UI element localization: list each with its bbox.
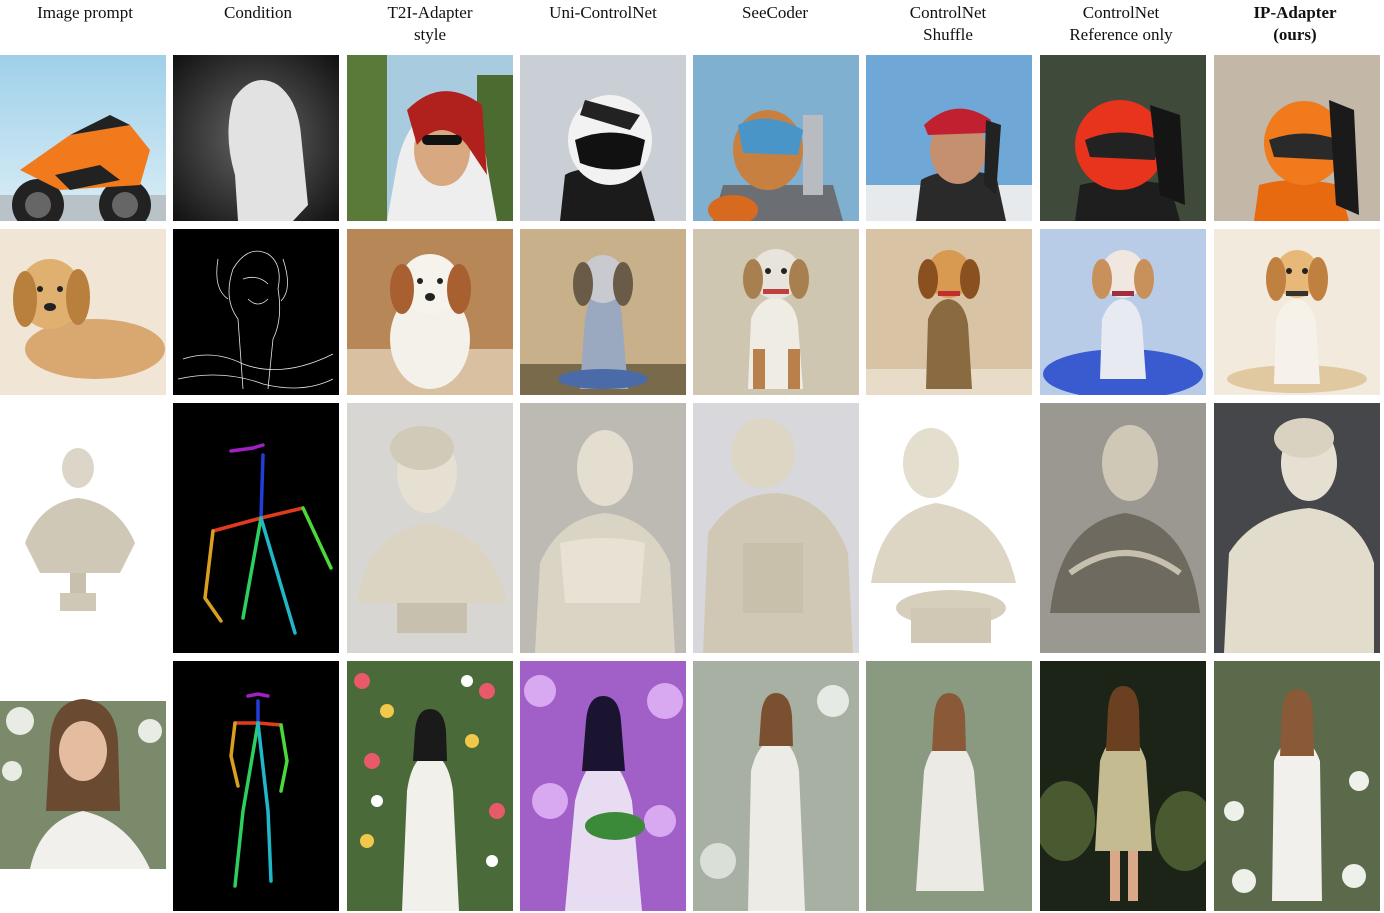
row1-t2i-adapter	[347, 55, 513, 221]
row2-t2i-adapter	[347, 229, 513, 395]
row3-controlnet-reference	[1040, 403, 1206, 653]
row1-controlnet-shuffle	[866, 55, 1032, 221]
row2-ip-adapter	[1214, 229, 1380, 395]
row2-controlnet-shuffle	[866, 229, 1032, 395]
row3-seecoder	[693, 403, 859, 653]
row3-image-prompt	[0, 403, 166, 653]
row4-t2i-adapter	[347, 661, 513, 911]
row2-uni-controlnet	[520, 229, 686, 395]
row3-condition-pose	[173, 403, 339, 653]
row2-image-prompt	[0, 229, 166, 395]
row3-ip-adapter	[1214, 403, 1380, 653]
col-header-controlnet-reference: ControlNet Reference only	[1069, 3, 1173, 44]
row4-image-prompt	[0, 661, 166, 911]
column-headers: Image prompt Condition T2I-Adapter style …	[0, 0, 1384, 52]
row1-condition-depth	[173, 55, 339, 221]
row2-condition-canny	[173, 229, 339, 395]
row4-ip-adapter	[1214, 661, 1380, 911]
col-header-uni-controlnet: Uni-ControlNet	[549, 3, 657, 22]
col-header-condition: Condition	[223, 3, 292, 22]
col-header-image-prompt: Image prompt	[37, 3, 133, 22]
row1-uni-controlnet	[520, 55, 686, 221]
row1-ip-adapter	[1214, 55, 1380, 221]
row1-image-prompt	[0, 55, 166, 221]
row3-uni-controlnet	[520, 403, 686, 653]
row4-seecoder	[693, 661, 859, 911]
col-header-seecoder: SeeCoder	[741, 3, 809, 22]
row2-seecoder	[693, 229, 859, 395]
row3-t2i-adapter	[347, 403, 513, 653]
row4-controlnet-shuffle	[866, 661, 1032, 911]
row1-controlnet-reference	[1040, 55, 1206, 221]
row4-uni-controlnet	[520, 661, 686, 911]
col-header-ip-adapter: IP-Adapter (ours)	[1253, 3, 1337, 44]
row2-controlnet-reference	[1040, 229, 1206, 395]
row4-controlnet-reference	[1040, 661, 1206, 911]
col-header-controlnet-shuffle: ControlNet Shuffle	[909, 3, 987, 44]
col-header-t2i-adapter: T2I-Adapter style	[387, 3, 473, 44]
row1-seecoder	[693, 55, 859, 221]
row3-controlnet-shuffle	[866, 403, 1032, 653]
row4-condition-pose	[173, 661, 339, 911]
